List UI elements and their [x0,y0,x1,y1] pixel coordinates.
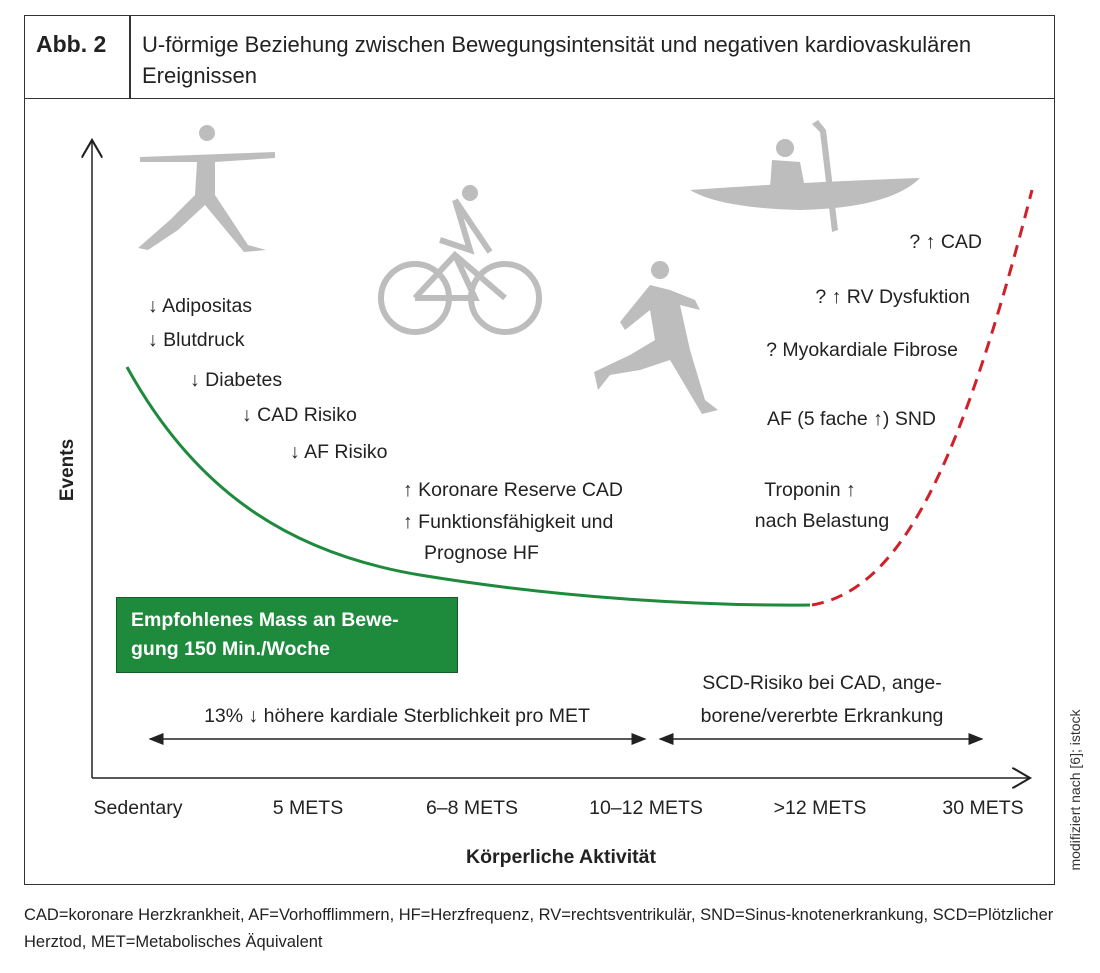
runner-icon [594,261,718,414]
effect-adipositas: ↓ Adipositas [148,295,253,317]
x-tick-gt12-mets: >12 METS [773,797,867,819]
figure-title: U-förmige Beziehung zwischen Bewegungsin… [142,32,972,88]
footnote: CAD=koronare Herzkrankheit, AF=Vorhoffli… [24,906,1054,951]
yoga-figure-icon [138,125,275,252]
effect-af-risk: ↓ AF Risiko [290,441,388,463]
curve-risk [811,189,1034,607]
effect-cad-risk: ↓ CAD Risiko [242,404,357,426]
x-tick-10-12-mets: 10–12 METS [589,797,703,819]
cyclist-icon [378,185,542,335]
x-tick-30-mets: 30 METS [942,797,1024,819]
y-axis-label: Events [57,438,78,502]
effect-function: ↑ Funktionsfähigkeit und [403,511,614,533]
recommendation-box: Empfohlenes Mass an Bewe- gung 150 Min./… [116,597,458,673]
kayak-icon [690,120,920,232]
risk-cad: ? ↑ CAD [909,231,982,253]
recommendation-line2: gung 150 Min./Woche [131,638,330,660]
x-tick-sedentary: Sedentary [93,797,183,819]
risk-rv: ? ↑ RV Dysfuktion [815,286,970,308]
x-tick-6-8-mets: 6–8 METS [425,797,519,819]
risk-fibrosis: ? Myokardiale Fibrose [766,339,958,361]
recommendation-line1: Empfohlenes Mass an Bewe- [131,609,399,631]
risk-af-snd: AF (5 fache ↑) SND [766,408,936,430]
range-right-line1: SCD-Risiko bei CAD, ange- [702,672,942,694]
troponin-line1: Troponin ↑ [764,479,856,501]
figure-frame [24,15,1055,885]
header-divider [129,15,131,99]
figure-number: Abb. 2 [36,31,107,57]
x-tick-5-mets: 5 METS [272,797,344,819]
troponin-line2: nach Belastung [754,510,890,532]
curve-beneficial [125,366,811,607]
figure-header: Abb. 2 U-förmige Beziehung zwischen Bewe… [24,15,1055,99]
x-axis-label: Körperliche Aktivität [466,846,656,868]
effect-prognosis: Prognose HF [424,542,539,564]
effect-blutdruck: ↓ Blutdruck [148,329,245,351]
silhouettes [138,120,920,414]
effect-diabetes: ↓ Diabetes [190,369,283,391]
range-left-label: 13% ↓ höhere kardiale Sterblichkeit pro … [204,705,590,727]
range-right-line2: borene/vererbte Erkrankung [700,705,944,727]
effect-coronary-reserve: ↑ Koronare Reserve CAD [403,479,624,501]
image-credit: modifiziert nach [6]; istock [1067,709,1083,871]
